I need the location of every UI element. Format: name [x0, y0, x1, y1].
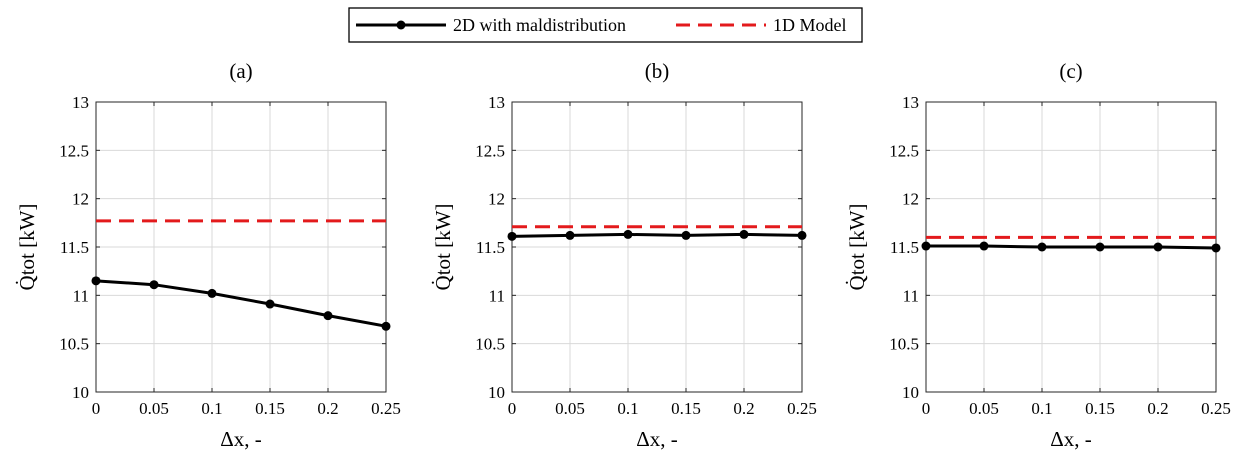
y-tick-label: 13 — [488, 93, 505, 112]
data-point-2d — [207, 288, 217, 298]
y-tick-label: 13 — [902, 93, 919, 112]
y-tick-label: 10.5 — [59, 335, 89, 354]
x-tick-label: 0.25 — [371, 399, 401, 418]
y-tick-label: 11.5 — [476, 238, 505, 257]
y-tick-label: 11 — [489, 286, 505, 305]
x-tick-label: 0.2 — [1147, 399, 1168, 418]
series-line-2d-maldistribution — [511, 232, 803, 238]
data-point-2d — [623, 229, 633, 239]
series-line-2d-maldistribution — [926, 244, 1217, 250]
y-tick-label: 12 — [72, 190, 89, 209]
data-point-2d — [979, 241, 989, 251]
y-tick-label: 11 — [903, 286, 919, 305]
panel-title: (b) — [645, 59, 670, 83]
series-line-2d-maldistribution — [95, 279, 387, 328]
data-point-2d — [739, 229, 749, 239]
y-tick-label: 11.5 — [890, 238, 919, 257]
data-point-2d — [323, 311, 333, 321]
y-tick-label: 10 — [72, 383, 89, 402]
x-tick-label: 0.15 — [255, 399, 285, 418]
x-tick-label: 0.15 — [1085, 399, 1115, 418]
x-tick-label: 0.25 — [787, 399, 817, 418]
y-tick-label: 10 — [902, 383, 919, 402]
data-point-2d — [565, 230, 575, 240]
x-tick-label: 0.25 — [1201, 399, 1231, 418]
legend-label-2d: 2D with maldistribution — [453, 15, 626, 35]
y-axis-label: Q̇tot [kW] — [431, 204, 455, 291]
x-tick-label: 0.2 — [317, 399, 338, 418]
y-tick-label: 12.5 — [475, 141, 505, 160]
x-tick-label: 0.05 — [139, 399, 169, 418]
data-point-2d — [681, 230, 691, 240]
x-tick-label: 0.2 — [733, 399, 754, 418]
x-tick-label: 0.15 — [671, 399, 701, 418]
x-tick-label: 0.1 — [1031, 399, 1052, 418]
data-point-2d — [1153, 242, 1163, 252]
y-tick-label: 10.5 — [889, 335, 919, 354]
x-tick-label: 0.05 — [555, 399, 585, 418]
y-axis-label: Q̇tot [kW] — [845, 204, 869, 291]
x-tick-label: 0 — [92, 399, 101, 418]
x-tick-label: 0 — [922, 399, 931, 418]
data-point-2d — [381, 321, 391, 331]
y-axis-label: Q̇tot [kW] — [15, 204, 39, 291]
y-tick-label: 12.5 — [889, 141, 919, 160]
data-point-2d — [1211, 243, 1221, 253]
data-point-2d — [1095, 242, 1105, 252]
y-tick-label: 13 — [72, 93, 89, 112]
x-tick-label: 0.1 — [201, 399, 222, 418]
data-point-2d — [91, 276, 101, 286]
y-tick-label: 12 — [488, 190, 505, 209]
data-point-2d — [149, 280, 159, 290]
y-tick-label: 10.5 — [475, 335, 505, 354]
x-axis-label: Δx, - — [636, 427, 678, 451]
x-tick-label: 0.1 — [617, 399, 638, 418]
data-point-2d — [507, 231, 517, 241]
x-tick-label: 0.05 — [969, 399, 999, 418]
data-point-2d — [921, 241, 931, 251]
legend-label-1d: 1D Model — [773, 15, 847, 35]
x-tick-label: 0 — [508, 399, 517, 418]
y-tick-label: 11 — [73, 286, 89, 305]
panel-title: (c) — [1059, 59, 1082, 83]
y-tick-label: 10 — [488, 383, 505, 402]
chart-panel-a: 0 0.05 0.1 0.15 0.2 0.25 10 10.5 11 11.5 12 12.5 13 (… — [15, 59, 401, 451]
y-tick-label: 11.5 — [60, 238, 89, 257]
data-point-2d — [1037, 242, 1047, 252]
y-tick-label: 12.5 — [59, 141, 89, 160]
data-point-2d — [797, 230, 807, 240]
y-tick-label: 12 — [902, 190, 919, 209]
legend: 2D with maldistribution 1D Model — [348, 7, 863, 43]
x-axis-label: Δx, - — [220, 427, 262, 451]
x-axis-label: Δx, - — [1050, 427, 1092, 451]
chart-panel-c: 0 0.05 0.1 0.15 0.2 0.25 10 10.5 11 11.5 12 12.5 13 (… — [845, 59, 1231, 451]
panel-title: (a) — [229, 59, 252, 83]
data-point-2d — [265, 299, 275, 309]
legend-marker-2d — [396, 20, 406, 30]
chart-panel-b: 0 0.05 0.1 0.15 0.2 0.25 10 10.5 11 11.5 12 12.5 13 (… — [431, 59, 817, 451]
